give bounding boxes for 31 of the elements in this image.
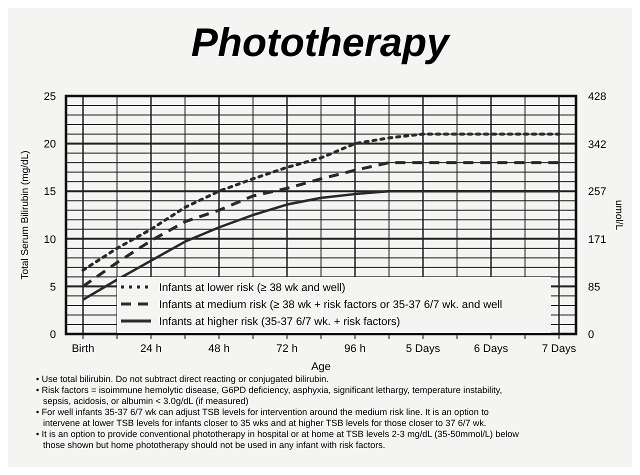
x-tick-label: 6 Days <box>474 343 509 355</box>
y-tick-label: 5 <box>50 281 56 294</box>
y2-tick-label: 171 <box>588 234 606 246</box>
legend-label: Infants at lower risk (≥ 38 wk and well) <box>159 282 346 294</box>
y2-tick-label: 0 <box>588 329 594 341</box>
y2-tick-label: 85 <box>588 282 600 294</box>
x-tick-label: 24 h <box>140 343 162 355</box>
text: • Use total bilirubin. Do not subtract direct reacting or conjugated bilirubin. <box>36 374 329 384</box>
x-tick-label: Birth <box>72 343 94 355</box>
x-tick-label: 96 h <box>344 343 366 355</box>
y2-tick-label: 428 <box>588 91 606 103</box>
y-tick-label: 15 <box>44 186 56 198</box>
x-axis-title: Age <box>311 361 331 373</box>
y2-tick-label: 342 <box>588 138 606 151</box>
y-axis-title: Total Serum Bilirubin (mg/dL) <box>20 150 31 280</box>
y2-axis-title: umol/L <box>613 200 624 230</box>
y-tick-label: 25 <box>44 91 56 103</box>
text: • For well infants 35-37 6/7 wk can adjust TSB levels for intervention around the medium risk line. It is an option to intervene at lower TSB levels for infants closer to 35 wks and at higher TSB levels for those closer to 37 6/7 wk. <box>36 407 489 428</box>
x-tick-label: 48 h <box>208 343 230 355</box>
text: • It is an option to provide conventional phototherapy in hospital or at home at TSB levels 2-3 mg/dL (35-50mmol/L) below those shown but home phototherapy should not be used in any infant with risk factors. <box>36 429 520 450</box>
legend-label: Infants at medium risk (≥ 38 wk + risk factors or 35-37 6/7 wk. and well <box>159 299 502 311</box>
x-tick-label: 7 Days <box>542 343 577 355</box>
y-tick-label: 10 <box>44 234 56 246</box>
x-tick-label: 72 h <box>276 343 298 355</box>
x-tick-label: 5 Days <box>406 343 441 355</box>
chart-title: Phototherapy <box>191 21 451 65</box>
y2-tick-label: 257 <box>588 186 606 198</box>
legend-label: Infants at higher risk (35-37 6/7 wk. + risk factors) <box>159 316 400 328</box>
text: • Risk factors = isoimmune hemolytic disease, G6PD deficiency, asphyxia, significant lethargy, temperature instability, sepsis, acidosis, or albumin < 3.0g/dL (if measured) <box>36 385 502 406</box>
y-tick-label: 0 <box>50 329 56 341</box>
y-tick-label: 20 <box>44 138 56 151</box>
